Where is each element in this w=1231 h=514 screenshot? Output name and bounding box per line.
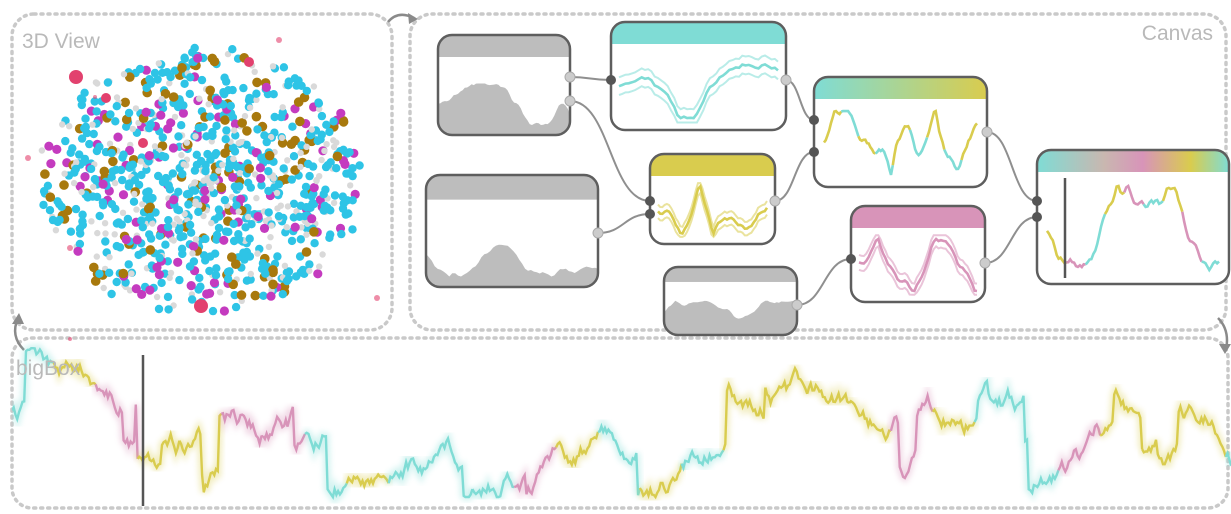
node-source-2[interactable]	[424, 173, 604, 289]
output-port[interactable]	[981, 126, 993, 138]
bigbox-timeline[interactable]	[12, 342, 1231, 507]
edge[interactable]	[569, 76, 612, 81]
timeline-segment	[889, 390, 934, 480]
timeline-segment	[430, 435, 474, 499]
node-filter-cyan[interactable]	[606, 20, 792, 132]
input-port[interactable]	[809, 115, 819, 125]
edge[interactable]	[785, 79, 815, 121]
output-port[interactable]	[780, 74, 792, 86]
arrowhead-bigbox	[1219, 344, 1231, 354]
edge[interactable]	[774, 151, 815, 202]
node-preview-line	[657, 183, 769, 238]
input-port[interactable]	[1032, 212, 1042, 222]
arrowhead-canvas	[408, 13, 418, 24]
flow-arrows	[12, 13, 1231, 354]
node-header[interactable]	[1037, 150, 1229, 172]
timeline-segment	[178, 413, 223, 493]
timeline-segment	[52, 358, 97, 386]
node-header[interactable]	[611, 22, 786, 44]
molecule-3d-render[interactable]	[25, 37, 380, 341]
timeline-segment	[973, 378, 1018, 423]
node-graph	[424, 20, 1231, 337]
node-merge-cyan-yellow[interactable]	[809, 75, 993, 189]
timeline-segment	[1141, 402, 1186, 466]
edge[interactable]	[796, 258, 852, 306]
output-port[interactable]	[564, 71, 576, 83]
timeline-segment	[806, 379, 850, 405]
input-port[interactable]	[809, 147, 819, 157]
timeline-segment	[471, 470, 515, 499]
node-header[interactable]	[664, 267, 797, 282]
node-header[interactable]	[851, 206, 985, 228]
output-port[interactable]	[564, 95, 576, 107]
input-port[interactable]	[645, 196, 655, 206]
timeline-segment	[1015, 395, 1060, 496]
timeline-segment	[262, 406, 307, 454]
node-preview-line	[618, 62, 779, 120]
edge[interactable]	[984, 216, 1038, 264]
node-header[interactable]	[426, 175, 598, 200]
output-port[interactable]	[979, 257, 991, 269]
timeline-segment	[304, 431, 348, 500]
edge[interactable]	[986, 131, 1038, 202]
timeline-segment	[136, 429, 181, 471]
timeline-segment	[848, 399, 892, 443]
timeline-segment	[387, 457, 432, 484]
molecule-ions	[25, 37, 380, 341]
node-preview-line	[858, 236, 978, 293]
timeline-segment	[931, 407, 976, 438]
molecule-atoms	[38, 43, 364, 316]
node-border	[436, 33, 572, 137]
timeline-segment	[12, 347, 55, 423]
node-source-3[interactable]	[662, 265, 803, 337]
input-port[interactable]	[645, 209, 655, 219]
view3d-frame	[10, 12, 394, 332]
node-header[interactable]	[814, 77, 987, 99]
arrowhead-3d	[12, 313, 24, 324]
input-port[interactable]	[606, 75, 616, 85]
timeline-segment	[764, 365, 809, 409]
bigbox-frame	[10, 336, 1230, 510]
node-filter-yellow[interactable]	[645, 152, 781, 246]
edge[interactable]	[597, 213, 651, 234]
node-merge-all[interactable]	[1032, 148, 1231, 286]
timeline-segment	[1182, 403, 1227, 458]
output-port[interactable]	[592, 227, 604, 239]
node-preview-area	[426, 244, 598, 287]
timeline-segment	[638, 463, 683, 500]
timeline-segment	[555, 431, 600, 468]
node-preview-area	[664, 300, 797, 335]
output-port[interactable]	[769, 195, 781, 207]
input-port[interactable]	[846, 254, 856, 264]
node-header[interactable]	[650, 154, 775, 176]
bigbox-label: bigBox	[16, 357, 81, 380]
timeline-segment	[722, 380, 767, 451]
view3d-label: 3D View	[22, 30, 100, 53]
output-port[interactable]	[791, 299, 803, 311]
node-preview-area	[438, 83, 570, 135]
timeline-segment	[345, 472, 390, 491]
timeline-segment	[220, 408, 264, 449]
node-header[interactable]	[438, 35, 570, 57]
timeline-segment	[94, 383, 139, 459]
timeline-segment	[1224, 449, 1231, 467]
canvas-frame	[408, 12, 1228, 332]
timeline-segment	[680, 448, 725, 472]
node-source-1[interactable]	[436, 33, 576, 137]
timeline-segment	[1057, 422, 1102, 475]
timeline-segment	[1099, 386, 1144, 450]
timeline-segment	[597, 422, 641, 496]
edge[interactable]	[569, 100, 651, 202]
timeline-segment	[513, 446, 557, 497]
node-filter-pink[interactable]	[846, 204, 991, 304]
input-port[interactable]	[1032, 196, 1042, 206]
canvas-label: Canvas	[1141, 22, 1213, 45]
